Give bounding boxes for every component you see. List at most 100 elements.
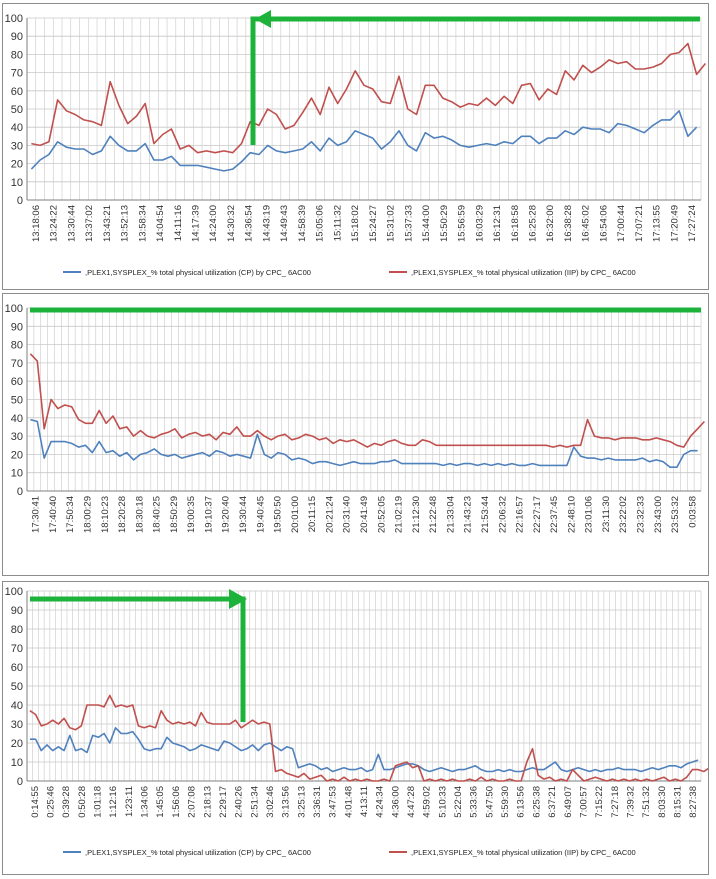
x-tick-label: 8:15:31	[672, 786, 683, 818]
x-tick-label: 13:24:22	[49, 205, 60, 242]
x-tick-label: 2:07:08	[187, 786, 198, 818]
y-tick-label: 60	[11, 86, 23, 98]
x-tick-label: 2:40:26	[234, 786, 245, 818]
y-tick-label: 10	[11, 757, 23, 769]
x-tick-label: 17:00:44	[616, 205, 627, 242]
x-tick-label: 1:45:05	[155, 786, 166, 818]
x-tick-label: 5:22:04	[453, 786, 464, 818]
x-tick-label: 2:18:13	[202, 786, 213, 818]
x-tick-label: 17:13:55	[652, 205, 663, 242]
x-tick-label: 18:00:29	[82, 496, 93, 533]
y-tick-label: 70	[11, 68, 23, 80]
x-tick-label: 21:43:23	[463, 496, 474, 533]
x-tick-label: 23:01:06	[584, 496, 595, 533]
x-tick-label: 20:01:00	[290, 496, 301, 533]
y-tick-label: 100	[5, 303, 23, 315]
y-tick-label: 40	[11, 122, 23, 134]
y-tick-label: 10	[11, 177, 23, 189]
x-tick-label: 23:32:33	[636, 496, 647, 533]
x-tick-label: 22:37:45	[549, 496, 560, 533]
y-tick-label: 40	[11, 700, 23, 712]
x-tick-label: 19:00:35	[186, 496, 197, 533]
x-tick-label: 14:36:54	[244, 205, 255, 242]
x-tick-label: 16:12:31	[492, 205, 503, 242]
x-tick-label: 17:07:21	[634, 205, 645, 242]
x-tick-label: 16:38:28	[563, 205, 574, 242]
x-tick-label: 20:31:40	[342, 496, 353, 533]
x-tick-label: 7:39:32	[625, 786, 636, 818]
y-tick-label: 0	[17, 776, 23, 788]
chart-panel-3: 0 10 20 30 40 50 60 70 80 90 100 0:14:55 0:25:46 0:39…	[2, 581, 709, 875]
x-tick-label: 20:52:05	[376, 496, 387, 533]
x-tick-label: 3:47:53	[328, 786, 339, 818]
y-tick-label: 30	[11, 431, 23, 443]
x-tick-label: 21:22:48	[428, 496, 439, 533]
x-tick-label: 17:30:41	[31, 496, 42, 533]
y-tick-label: 30	[11, 140, 23, 152]
iip-series-line	[31, 42, 707, 154]
x-tick-label: 15:31:02	[386, 205, 397, 242]
x-tick-label: 16:03:29	[474, 205, 485, 242]
x-tick-label: 0:50:28	[77, 786, 88, 818]
y-tick-label: 0	[17, 486, 23, 498]
x-tick-label: 4:01:48	[343, 786, 354, 818]
x-tick-label: 18:30:18	[134, 496, 145, 533]
y-tick-label: 80	[11, 624, 23, 636]
y-tick-label: 0	[17, 195, 23, 207]
x-tick-label: 13:18:06	[31, 205, 42, 242]
x-tick-label: 1:56:06	[171, 786, 182, 818]
x-tick-label: 19:30:44	[238, 496, 249, 533]
y-tick-label: 100	[5, 586, 23, 598]
x-tick-label: 18:20:28	[117, 496, 128, 533]
x-tick-label: 22:27:17	[532, 496, 543, 533]
x-tick-label: 17:20:49	[669, 205, 680, 242]
y-tick-label: 40	[11, 413, 23, 425]
x-tick-label: 1:12:16	[108, 786, 119, 818]
cp-series-line	[30, 110, 698, 172]
x-tick-label: 22:48:10	[566, 496, 577, 533]
x-tick-label: 16:18:58	[510, 205, 521, 242]
chart-1-svg: 0 10 20 30 40 50 60 70 80 90 100 13:18:06 13:24:22 13…	[5, 10, 707, 277]
x-tick-label: 17:27:24	[687, 205, 698, 242]
x-tick-label: 14:04:54	[155, 205, 166, 242]
x-tick-label: 2:51:34	[249, 786, 260, 818]
legend-label: ,PLEX1,SYSPLEX_% total physical utilizat…	[85, 848, 311, 857]
x-tick-label: 18:50:29	[169, 496, 180, 533]
x-tick-label: 3:25:13	[296, 786, 307, 818]
x-tick-label: 0:25:46	[46, 786, 57, 818]
x-tick-label: 20:11:15	[307, 496, 318, 532]
x-tick-label: 23:53:32	[670, 496, 681, 533]
cp-series-line	[30, 418, 698, 468]
y-tick-label: 100	[5, 13, 23, 25]
legend-label: ,PLEX1,SYSPLEX_% total physical utilizat…	[85, 268, 311, 277]
y-tick-label: 50	[11, 104, 23, 116]
x-tick-label: 15:11:32	[332, 205, 343, 241]
y-tick-label: 90	[11, 31, 23, 43]
y-tick-label: 60	[11, 662, 23, 674]
x-tick-label: 15:05:06	[315, 205, 326, 242]
x-tick-label: 6:37:21	[547, 786, 558, 818]
x-tick-label: 19:10:37	[203, 496, 214, 533]
x-tick-label: 20:21:24	[324, 496, 335, 533]
y-tick-label: 20	[11, 159, 23, 171]
x-tick-label: 16:32:00	[545, 205, 556, 242]
x-tick-label: 5:47:50	[484, 786, 495, 818]
chart-2-svg: 0 10 20 30 40 50 60 70 80 90 100 17:30:41 17:40:40 17…	[5, 303, 705, 533]
iip-series-line	[29, 694, 708, 782]
x-tick-label: 1:34:06	[140, 786, 151, 818]
x-tick-label: 16:54:06	[598, 205, 609, 242]
x-tick-label: 0:03:58	[687, 496, 698, 528]
annotation-arrow-line	[30, 596, 246, 722]
x-tick-label: 1:01:18	[93, 786, 104, 818]
x-tick-label: 15:18:02	[350, 205, 361, 242]
legend-label: ,PLEX1,SYSPLEX_% total physical utilizat…	[411, 268, 636, 277]
x-tick-label: 15:37:33	[403, 205, 414, 242]
y-tick-label: 50	[11, 681, 23, 693]
x-tick-label: 6:25:38	[531, 786, 542, 818]
x-tick-label: 21:53:44	[480, 496, 491, 533]
x-tick-label: 7:27:18	[610, 786, 621, 818]
x-tick-label: 3:02:46	[265, 786, 276, 818]
x-tick-label: 23:43:00	[653, 496, 664, 533]
x-tick-label: 23:11:30	[601, 496, 612, 532]
x-tick-label: 15:56:59	[457, 205, 468, 242]
